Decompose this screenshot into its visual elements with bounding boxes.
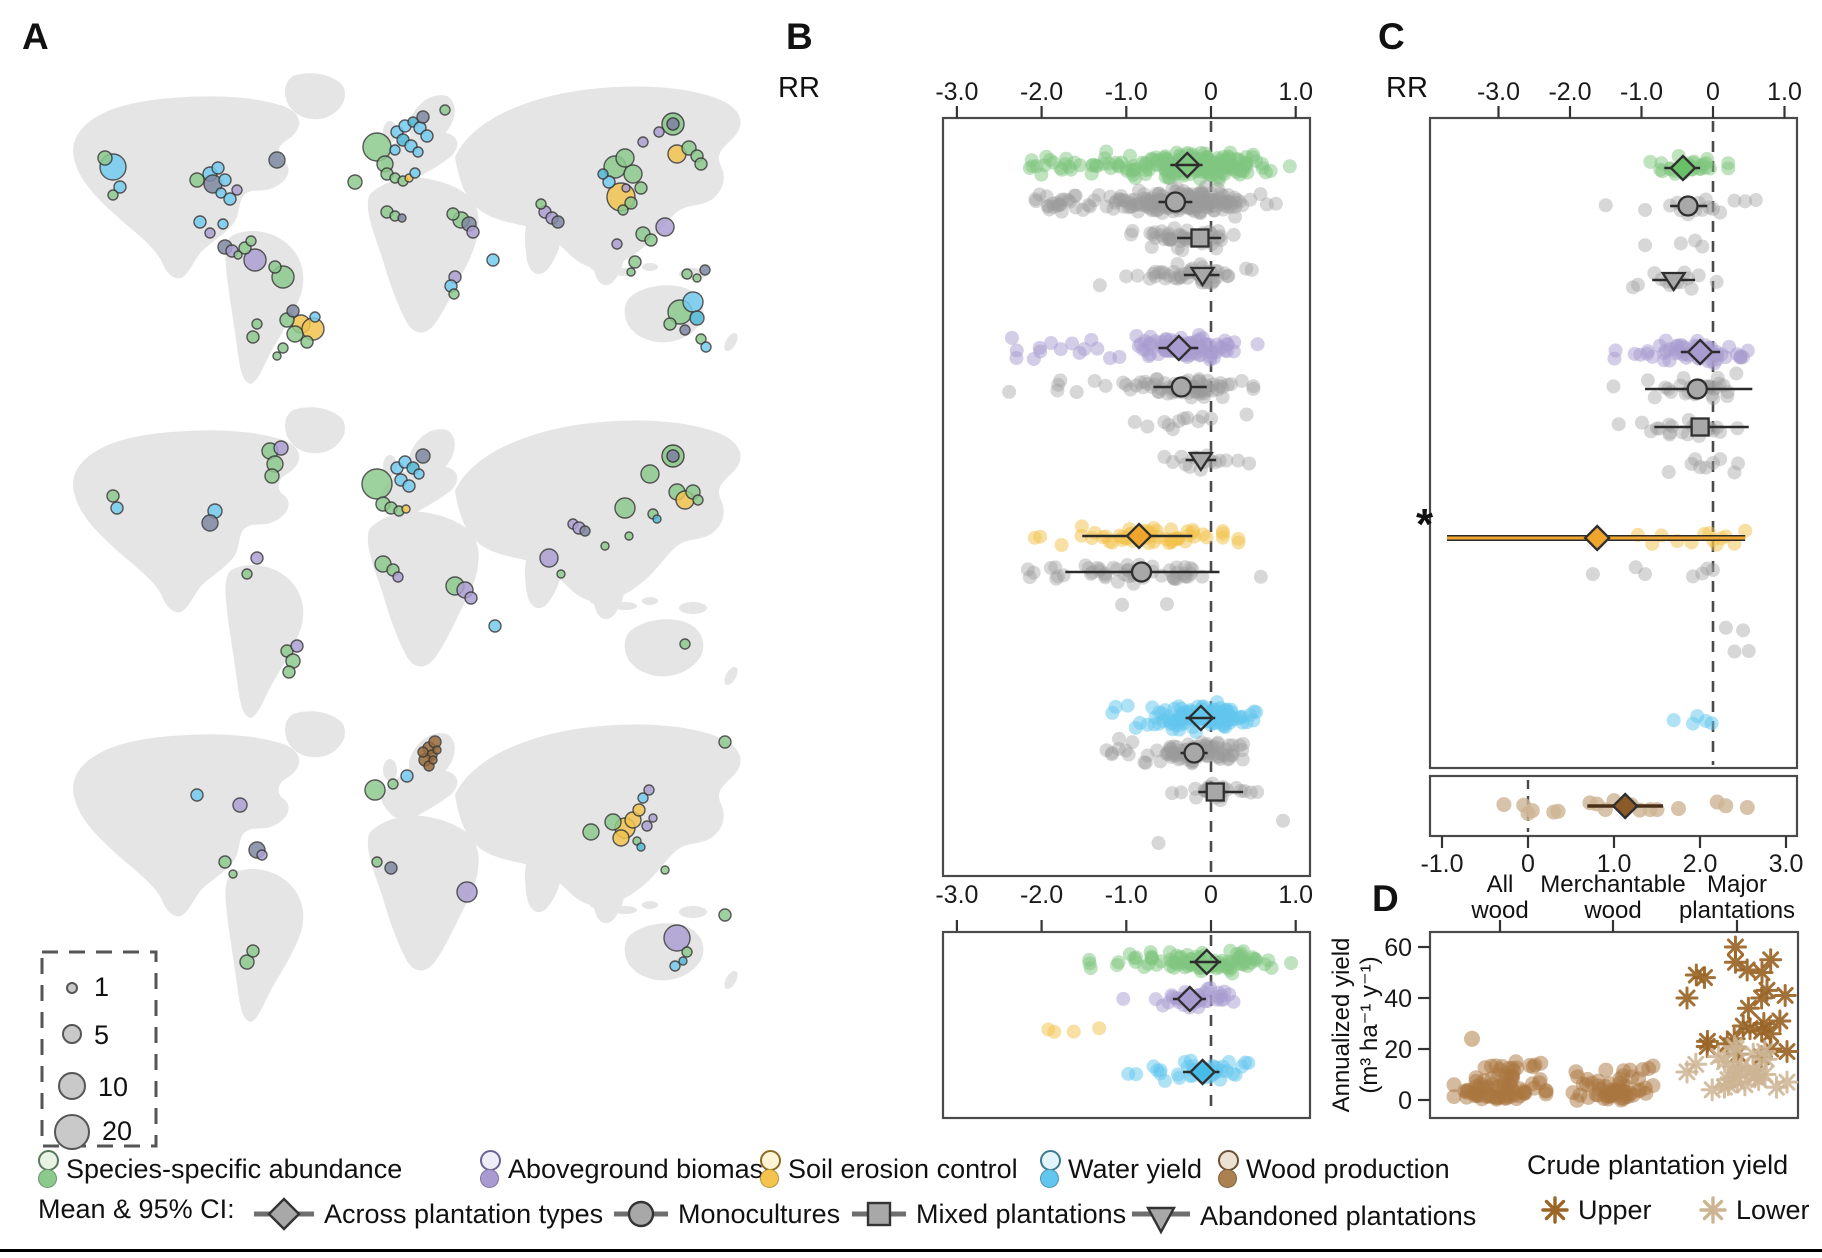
legend-item-across-types: Across plantation types xyxy=(252,1194,603,1234)
size-legend-value-10: 10 xyxy=(98,1072,129,1102)
legend-item-label: Mixed plantations xyxy=(916,1198,1127,1229)
column-header-line: Major xyxy=(1706,871,1767,898)
svg-text:3.0: 3.0 xyxy=(1769,850,1804,878)
svg-text:0: 0 xyxy=(1521,850,1535,878)
svg-text:-1.0: -1.0 xyxy=(1420,850,1463,878)
panel-c-plot: -3.0 -2.0 -1.0 0 1.0 xyxy=(1428,78,1802,770)
svg-text:-3.0: -3.0 xyxy=(935,881,978,909)
svg-text:60: 60 xyxy=(1384,934,1412,962)
svg-text:0: 0 xyxy=(1398,1087,1412,1115)
panel-c-label: C xyxy=(1378,16,1405,57)
erosion-dot-icon xyxy=(760,1150,781,1188)
legend-item-label: Across plantation types xyxy=(324,1198,604,1229)
svg-text:0: 0 xyxy=(1204,881,1218,909)
legend-item-label: Wood production xyxy=(1246,1153,1450,1184)
legend-markers-row: Mean & 95% CI: Across plantation types M… xyxy=(0,1194,1822,1238)
panel-b-subplot xyxy=(941,930,1312,1120)
svg-text:1.0: 1.0 xyxy=(1278,78,1313,106)
column-header-line: wood xyxy=(1584,896,1642,924)
legend-mean-ci: Mean & 95% CI: xyxy=(38,1194,235,1225)
svg-text:0: 0 xyxy=(1706,78,1720,106)
legend-item-erosion: Soil erosion control xyxy=(760,1150,1018,1188)
y-axis-title-line: (m³ ha⁻¹ y⁻¹) xyxy=(1355,956,1383,1094)
legend-item-label: Monocultures xyxy=(678,1198,841,1229)
svg-text:-1.0: -1.0 xyxy=(1105,881,1148,909)
legend-item-lower: Lower xyxy=(1698,1194,1810,1226)
significance-star: * xyxy=(1416,500,1434,549)
crude-plantation-yield-label: Crude plantation yield xyxy=(1527,1150,1789,1180)
column-header-all-wood: All wood xyxy=(1420,872,1580,924)
svg-text:2.0: 2.0 xyxy=(1683,850,1718,878)
column-header-line: All xyxy=(1486,871,1514,898)
abundance-dot-icon xyxy=(38,1150,59,1188)
column-header-major-plantations: Major plantations xyxy=(1657,872,1817,924)
square-marker-icon xyxy=(852,1201,906,1227)
column-header-line: plantations xyxy=(1678,896,1796,924)
legend-series-row: Species-specific abundance Aboveground b… xyxy=(0,1150,1822,1194)
world-map-3 xyxy=(73,711,741,1022)
legend-item-label: Water yield xyxy=(1068,1153,1203,1184)
panel-c-subplot: -1.0 0 1.0 2.0 3.0 xyxy=(1420,774,1804,878)
lower-asterisk-icon xyxy=(1699,1196,1727,1224)
legend-item-label: Lower xyxy=(1736,1194,1810,1225)
biomass-dot-icon xyxy=(480,1150,501,1188)
panel-b-plot: -3.0 -2.0 -1.0 0 1.0 -3.0 -2.0 -1.0 0 1.0 xyxy=(935,78,1313,932)
size-legend-value-20: 20 xyxy=(102,1116,133,1146)
svg-text:-1.0: -1.0 xyxy=(1620,78,1663,106)
svg-text:1.0: 1.0 xyxy=(1278,881,1313,909)
legend-item-biomass: Aboveground biomass xyxy=(480,1150,777,1188)
panel-d-plot: 0 20 40 60 xyxy=(1384,920,1800,1120)
panel-a-label: A xyxy=(22,16,49,57)
panel-d-y-axis-title: Annualized yield (m³ ha⁻¹ y⁻¹) xyxy=(1328,900,1386,1150)
svg-text:-2.0: -2.0 xyxy=(1548,78,1591,106)
legend-item-abundance: Species-specific abundance xyxy=(38,1150,402,1188)
panel-b-rr-label: RR xyxy=(778,72,820,104)
size-legend xyxy=(40,950,158,1150)
legend-item-water: Water yield xyxy=(1040,1150,1202,1188)
legend-item-abandoned: Abandoned plantations xyxy=(1130,1194,1476,1238)
panel-d-label: D xyxy=(1372,878,1399,919)
svg-text:-2.0: -2.0 xyxy=(1020,78,1063,106)
svg-text:20: 20 xyxy=(1384,1036,1412,1064)
svg-text:40: 40 xyxy=(1384,985,1412,1013)
svg-text:1.0: 1.0 xyxy=(1767,78,1802,106)
legend-crude-title: Crude plantation yield xyxy=(1527,1150,1788,1181)
legend-item-label: Soil erosion control xyxy=(788,1153,1018,1184)
size-legend-value-1: 1 xyxy=(94,972,110,1002)
legend-item-label: Abandoned plantations xyxy=(1200,1200,1477,1231)
column-header-line: wood xyxy=(1471,896,1529,924)
mean-ci-label: Mean & 95% CI: xyxy=(38,1194,235,1224)
legend-item-monocultures: Monocultures xyxy=(612,1194,840,1234)
column-header-merchantable-wood: Merchantable wood xyxy=(1528,872,1698,924)
panel-c-rr-label: RR xyxy=(1386,72,1428,104)
svg-text:-3.0: -3.0 xyxy=(1477,78,1520,106)
legend-item-mixed: Mixed plantations xyxy=(850,1194,1126,1234)
bottom-rule xyxy=(0,1249,1822,1252)
svg-text:-2.0: -2.0 xyxy=(1020,881,1063,909)
legend-item-label: Upper xyxy=(1578,1194,1652,1225)
svg-text:1.0: 1.0 xyxy=(1597,850,1632,878)
y-axis-title-line: Annualized yield xyxy=(1328,937,1355,1113)
legend-item-label: Aboveground biomass xyxy=(508,1153,777,1184)
upper-asterisk-icon xyxy=(1541,1196,1569,1224)
svg-text:-3.0: -3.0 xyxy=(935,78,978,106)
wood-dot-icon xyxy=(1218,1150,1239,1188)
circle-marker-icon xyxy=(614,1200,668,1228)
legend-item-upper: Upper xyxy=(1540,1194,1652,1226)
world-map-1 xyxy=(73,73,741,385)
panel-b-label: B xyxy=(786,16,813,57)
world-map-2 xyxy=(73,407,741,718)
column-header-line: Merchantable xyxy=(1540,871,1686,898)
legend-item-label: Species-specific abundance xyxy=(66,1153,403,1184)
triangle-marker-icon xyxy=(1132,1206,1190,1235)
legend-item-wood: Wood production xyxy=(1218,1150,1450,1188)
water-dot-icon xyxy=(1040,1150,1061,1188)
size-legend-value-5: 5 xyxy=(94,1020,110,1050)
svg-text:0: 0 xyxy=(1204,78,1218,106)
svg-text:-1.0: -1.0 xyxy=(1105,78,1148,106)
diamond-marker-icon xyxy=(254,1197,314,1231)
